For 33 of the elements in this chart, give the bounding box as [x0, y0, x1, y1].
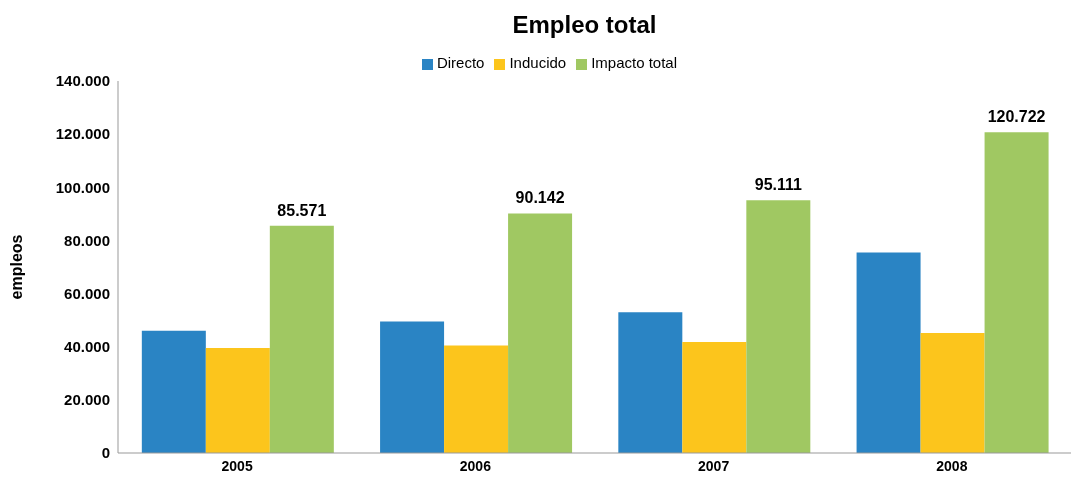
y-tick-label: 60.000	[64, 284, 110, 302]
bar	[205, 348, 270, 453]
legend-label: Directo	[436, 54, 485, 71]
legend-label: Inducido	[509, 54, 567, 71]
bar	[618, 312, 683, 453]
y-tick-label: 20.000	[64, 391, 110, 409]
x-tick-label: 2006	[459, 457, 492, 474]
bar	[856, 252, 921, 453]
y-tick-label: 80.000	[64, 231, 110, 249]
x-tick-label: 2005	[221, 457, 253, 474]
data-label: 120.722	[987, 108, 1046, 126]
bar	[269, 225, 334, 453]
y-tick-label: 0	[101, 444, 110, 462]
x-tick-label: 2007	[698, 457, 730, 474]
data-label: 95.111	[754, 176, 803, 194]
bar	[444, 345, 509, 453]
y-tick-label: 140.000	[55, 72, 110, 90]
bar	[682, 341, 747, 453]
x-tick-label: 2008	[936, 457, 968, 474]
chart-title: Empleo total	[511, 10, 658, 40]
bar	[984, 132, 1049, 453]
legend-label: Impacto total	[591, 54, 678, 71]
y-axis-title: empleos	[7, 234, 25, 300]
y-tick-label: 40.000	[64, 338, 110, 356]
bar	[141, 330, 206, 453]
y-tick-label: 100.000	[55, 178, 110, 196]
bar	[380, 321, 445, 453]
data-label: 90.142	[515, 189, 565, 207]
data-label: 85.571	[277, 201, 327, 219]
bar	[746, 200, 811, 453]
bar	[508, 213, 573, 453]
bar	[920, 332, 985, 453]
y-tick-label: 120.000	[55, 125, 110, 143]
